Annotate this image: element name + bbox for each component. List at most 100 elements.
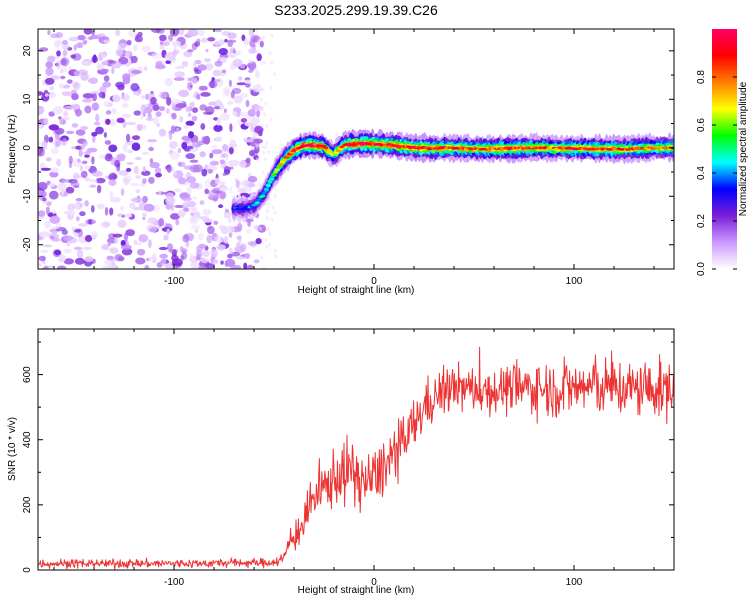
- noise-speckle: [126, 40, 132, 46]
- noise-speckle: [179, 116, 184, 123]
- noise-speckle: [201, 168, 208, 177]
- spectrogram-x-axis-label: Height of straight line (km): [298, 285, 415, 296]
- noise-speckle: [237, 222, 243, 232]
- noise-speckle: [189, 164, 200, 173]
- noise-speckle: [56, 50, 61, 57]
- noise-speckle: [208, 101, 216, 106]
- noise-speckle: [103, 101, 110, 108]
- noise-speckle: [147, 139, 158, 143]
- noise-speckle: [177, 148, 181, 154]
- noise-speckle: [76, 42, 84, 49]
- noise-speckle: [264, 238, 268, 242]
- noise-speckle: [270, 217, 274, 222]
- noise-speckle: [45, 61, 53, 69]
- noise-speckle: [191, 107, 199, 113]
- noise-speckle: [189, 159, 199, 163]
- snr-background: [38, 329, 674, 570]
- noise-speckle: [70, 103, 81, 110]
- noise-speckle: [158, 246, 168, 251]
- ridge-cell: [274, 168, 280, 172]
- noise-speckle: [168, 248, 179, 254]
- noise-speckle: [267, 149, 271, 154]
- noise-speckle: [243, 38, 250, 46]
- noise-speckle: [170, 125, 176, 134]
- noise-speckle: [199, 104, 207, 111]
- noise-speckle: [247, 241, 258, 246]
- noise-speckle: [262, 150, 265, 155]
- noise-speckle: [223, 236, 229, 245]
- noise-speckle: [239, 243, 247, 252]
- noise-speckle: [48, 124, 59, 131]
- noise-speckle: [49, 235, 55, 240]
- noise-speckle: [265, 208, 269, 213]
- noise-speckle: [190, 212, 194, 216]
- noise-speckle: [121, 113, 131, 118]
- noise-speckle: [52, 106, 64, 115]
- snr-x-tick-label: 100: [566, 577, 583, 588]
- noise-speckle: [111, 257, 115, 266]
- noise-speckle: [185, 145, 194, 150]
- snr-x-tick-label: 0: [371, 577, 377, 588]
- noise-speckle: [62, 84, 71, 89]
- noise-speckle: [90, 230, 98, 240]
- noise-speckle: [267, 242, 271, 247]
- noise-speckle: [255, 88, 259, 93]
- noise-speckle: [273, 194, 277, 199]
- noise-speckle: [243, 179, 250, 187]
- noise-speckle: [265, 124, 269, 128]
- noise-speckle: [265, 245, 269, 250]
- noise-speckle: [200, 123, 206, 130]
- noise-speckle: [174, 188, 182, 193]
- noise-speckle: [247, 175, 258, 183]
- noise-speckle: [59, 68, 64, 74]
- ridge-cell: [254, 201, 260, 205]
- noise-speckle: [71, 123, 79, 128]
- spectrogram-x-tick-label: -100: [164, 276, 184, 287]
- noise-speckle: [184, 124, 188, 130]
- noise-speckle: [155, 172, 162, 178]
- noise-speckle: [225, 151, 229, 161]
- noise-speckle: [80, 125, 89, 131]
- noise-speckle: [135, 257, 146, 265]
- noise-speckle: [188, 131, 194, 139]
- noise-speckle: [104, 154, 113, 162]
- noise-speckle: [61, 91, 73, 97]
- noise-speckle: [101, 244, 110, 251]
- noise-speckle: [108, 178, 117, 187]
- noise-speckle: [51, 209, 57, 215]
- noise-speckle: [103, 39, 111, 44]
- noise-speckle: [58, 116, 62, 120]
- noise-speckle: [77, 158, 81, 163]
- noise-speckle: [255, 144, 259, 149]
- spectrogram-x-tick-label: 0: [371, 276, 377, 287]
- noise-speckle: [84, 256, 94, 263]
- noise-speckle: [154, 167, 162, 174]
- spectrogram-y-tick-label: 0: [22, 145, 33, 151]
- colorbar-tick-label: 0.0: [696, 262, 707, 276]
- noise-speckle: [211, 149, 223, 155]
- noise-speckle: [198, 265, 207, 269]
- ridge-cell: [276, 165, 282, 169]
- noise-speckle: [58, 82, 64, 89]
- noise-speckle: [117, 84, 125, 91]
- noise-speckle: [219, 190, 226, 200]
- noise-speckle: [147, 217, 157, 224]
- noise-speckle: [181, 196, 192, 202]
- noise-speckle: [246, 63, 254, 68]
- noise-speckle: [262, 265, 266, 269]
- noise-speckle: [38, 262, 42, 268]
- noise-speckle: [79, 202, 84, 208]
- noise-speckle: [43, 244, 53, 248]
- noise-speckle: [265, 141, 269, 146]
- noise-speckle: [218, 181, 226, 186]
- noise-speckle: [131, 69, 142, 75]
- noise-speckle: [228, 217, 232, 224]
- noise-speckle: [158, 128, 167, 137]
- noise-speckle: [189, 182, 200, 189]
- noise-speckle: [91, 102, 100, 111]
- noise-speckle: [216, 244, 226, 251]
- noise-speckle: [133, 242, 143, 246]
- noise-speckle: [79, 144, 86, 150]
- noise-speckle: [191, 115, 198, 122]
- noise-speckle: [62, 40, 68, 45]
